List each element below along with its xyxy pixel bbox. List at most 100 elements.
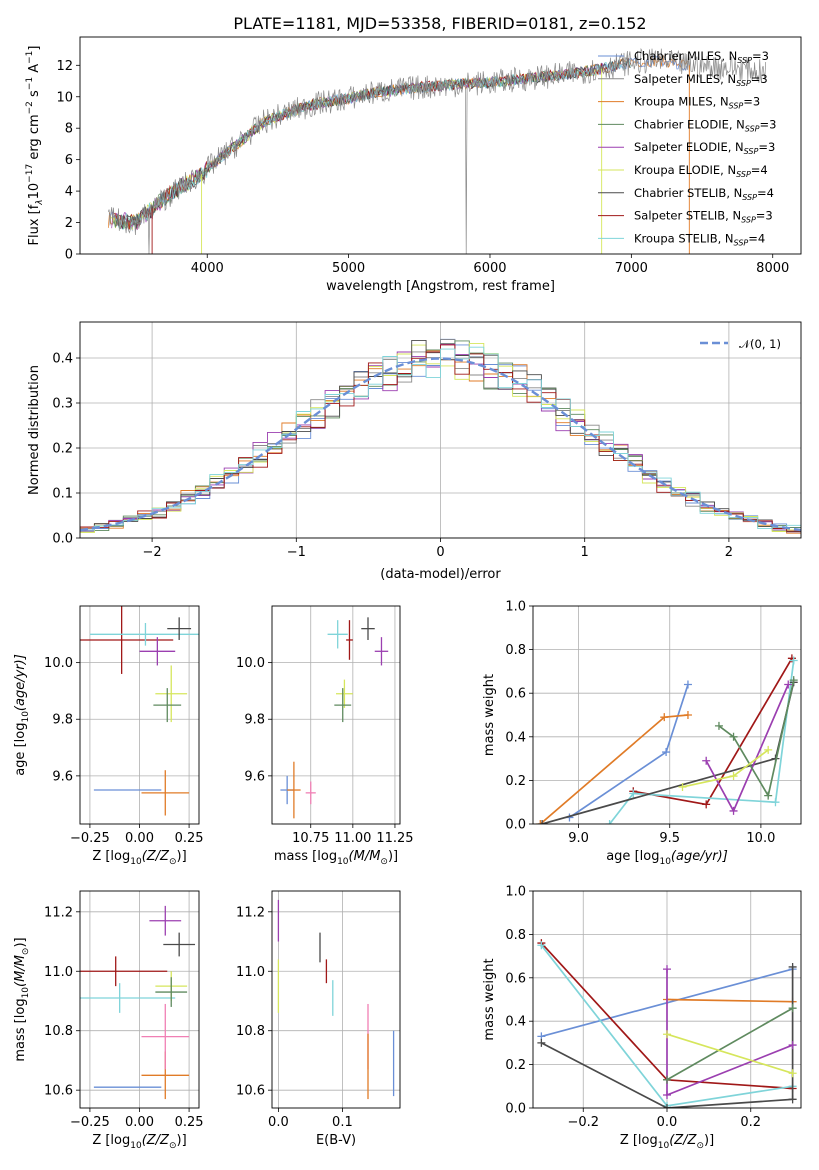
spectrum-model-chabrier-elodie [112,64,603,230]
plot-area [80,606,199,824]
errorbar-salpeter-stelib [80,606,174,674]
legend-label: Kroupa STELIB, NSSP=4 [634,231,765,247]
x-tick-label: 0.00 [125,1115,154,1130]
x-tick-label: 2 [725,545,733,560]
y-tick-label: 8 [65,122,73,137]
series-chabrier-stelib [537,962,797,1108]
plot-area [272,891,400,1108]
x-tick-label: 7000 [615,261,648,276]
y-tick-label: 10.6 [44,1084,73,1099]
series-marker [660,713,669,722]
series-line [666,998,793,1003]
panel-8: −0.2 0.0 0.2 0.0 0.2 0.4 0.6 0.8 1.0 Z [log10(Z/Z… [482,885,802,1151]
y-tick-label: 12 [56,59,73,74]
series-marker [663,1090,671,1099]
x-tick-label: 0.00 [125,831,154,846]
axes-frame [532,605,802,825]
y-tick-label: 1.0 [505,600,526,615]
x-tick-label: 5000 [332,261,365,276]
y-tick-label: 10.8 [236,1024,265,1039]
x-tick-label: 10.75 [292,831,329,846]
errorbar-kroupa-miles [141,770,190,816]
series-chabrier-elodie [714,676,798,800]
series-marker [663,1030,671,1039]
axes-frame [79,890,200,1109]
errorbar-salpeter-elodie [374,637,389,666]
x-tick-label: −0.25 [70,831,110,846]
series-marker [788,962,797,971]
x-tick-label: 8000 [756,261,789,276]
y-axis-label: Flux [fλ10−17 erg cm−2 s−1 A−1] [25,46,45,246]
y-tick-label: 11.2 [44,905,73,920]
errorbar-chabrier-elodie [334,688,352,723]
errorbar-kroupa-miles [287,761,301,819]
series-marker [683,711,692,719]
errorbar-salpeter-elodie [139,637,176,666]
y-axis-label: Normed distribution [27,365,42,495]
series-marker [771,798,780,807]
y-tick-label: 0.0 [505,818,526,833]
errorbar-chabrier-stelib [167,617,192,640]
y-tick-label: 10.0 [236,656,265,671]
series-marker [764,745,773,754]
y-tick-label: 4 [65,185,73,200]
series-line [705,684,789,813]
series-marker [605,820,614,824]
legend-label: Salpeter ELODIE, NSSP=3 [634,140,775,156]
legend: Chabrier MILES, NSSP=3 Salpeter MILES, NS… [598,49,776,247]
series-line [541,967,794,1108]
histogram-kroupa-stelib [80,346,801,531]
y-tick-label: 0.6 [505,971,526,986]
series-marker [702,756,711,765]
panels: 4000 5000 6000 7000 8000024681012wavelength … [13,36,802,1151]
series-marker [536,820,545,824]
legend-label: Kroupa MILES, NSSP=3 [634,95,760,111]
series-kroupa-elodie [663,1030,797,1078]
x-tick-label: 0.25 [175,1115,204,1130]
legend-label: Salpeter STELIB, NSSP=3 [634,209,773,225]
y-tick-label: 6 [65,153,73,168]
x-tick-label: −0.2 [567,1115,599,1130]
series-marker [663,965,671,974]
x-tick-label: 9.0 [568,831,589,846]
y-axis-label: age [log10(age/yr)] [13,654,31,776]
axes-frame [79,605,200,825]
series-marker [784,680,793,689]
errorbar-pink [141,1003,190,1070]
series-marker [789,676,798,685]
series-marker [714,721,723,730]
y-tick-label: 10.6 [236,1084,265,1099]
series-marker [764,791,773,800]
y-tick-label: 10.8 [44,1024,73,1039]
y-tick-label: 0.4 [505,1015,526,1030]
x-tick-label: −0.25 [70,1115,110,1130]
errorbar-chabrier-stelib [361,617,375,640]
x-axis-label: Z [log10(Z/Z⊙)] [620,1133,714,1151]
legend-label: Chabrier MILES, NSSP=3 [634,49,769,65]
x-tick-label: 0.2 [740,1115,761,1130]
series-chabrier-elodie [663,1004,797,1084]
series-marker [629,789,638,798]
panel-7: 0.0 0.1 10.6 10.8 11.0 11.2 E(B-V) [236,890,401,1148]
x-axis-label: Z [log10(Z/Z⊙)] [92,1133,186,1151]
y-tick-label: 9.6 [52,769,73,784]
series-chabrier-miles [565,680,692,822]
series-marker [683,680,692,689]
series-marker [537,1038,546,1047]
x-tick-label: 0.0 [268,1115,289,1130]
series-kroupa-miles [663,995,797,1006]
series-line [608,660,795,824]
series-marker [789,656,798,665]
errorbar-pink [305,781,316,805]
panel-1: 4000 5000 6000 7000 8000 0 2 4 6 8 10 12 wavelength … [25,36,802,294]
y-tick-label: 0.8 [505,643,526,658]
x-axis-label: E(B-V) [316,1133,356,1148]
y-tick-label: 0.4 [505,730,526,745]
errorbar-salpeter-stelib [80,956,168,987]
legend-label: Salpeter MILES, NSSP=3 [634,72,768,88]
legend: 𝒩(0, 1) [700,337,781,351]
series-marker [788,1041,797,1050]
y-tick-label: 0.1 [52,487,73,502]
series-line [539,714,689,824]
